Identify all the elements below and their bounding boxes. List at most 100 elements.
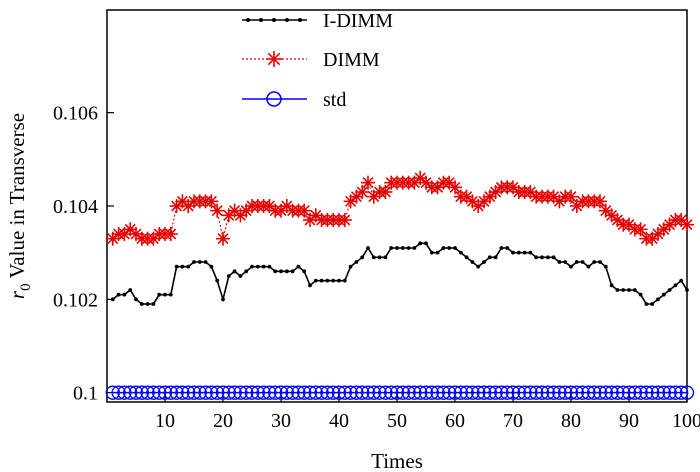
y-axis-title-subscript: 0 — [18, 283, 34, 291]
legend-label-dimm: DIMM — [323, 49, 380, 71]
std-point — [662, 385, 677, 400]
legend-item-std: std — [242, 89, 346, 111]
std-point — [331, 385, 347, 400]
std-point — [389, 385, 405, 400]
i-dimm-point — [603, 264, 608, 269]
y-axis-title: r0 Value in Transverse — [5, 113, 34, 299]
i-dimm-point — [545, 255, 550, 260]
i-dimm-point — [615, 288, 620, 292]
dimm-point — [361, 175, 375, 190]
dimm-point — [355, 185, 370, 199]
i-dimm-point — [180, 264, 185, 269]
std-point — [645, 385, 660, 400]
i-dimm-point — [400, 246, 405, 250]
i-dimm-point — [302, 269, 307, 274]
i-dimm-point — [261, 264, 266, 269]
i-dimm-point — [255, 264, 260, 269]
std-point — [244, 385, 260, 400]
y-tick-label: 0.104 — [53, 196, 98, 218]
i-dimm-point — [267, 264, 272, 269]
i-dimm-point — [325, 278, 330, 283]
std-point — [378, 385, 393, 400]
std-point — [285, 385, 300, 400]
std-point — [563, 385, 579, 400]
std-point — [227, 385, 242, 400]
dimm-point — [413, 171, 428, 185]
std-point — [157, 385, 173, 400]
std-point — [511, 385, 526, 400]
legend-item-i-dimm: I-DIMM — [242, 10, 393, 32]
i-dimm-point — [644, 302, 649, 306]
i-dimm-point — [418, 241, 423, 246]
x-tick-label: 90 — [619, 410, 639, 432]
i-dimm-point — [621, 288, 626, 292]
dimm-point — [297, 203, 312, 218]
y-tick-label: 0.102 — [53, 289, 98, 311]
std-point — [221, 385, 236, 400]
std-point — [233, 385, 248, 400]
std-point — [169, 385, 184, 400]
std-point — [384, 385, 399, 400]
std-point — [494, 385, 509, 400]
dimm-point — [337, 213, 352, 227]
i-dimm-point — [215, 278, 220, 283]
std-point — [604, 385, 619, 400]
std-point — [453, 385, 468, 400]
i-dimm-point — [371, 255, 376, 260]
i-dimm-point — [551, 255, 556, 260]
dimm-line — [112, 177, 688, 240]
std-point — [360, 385, 376, 400]
i-dimm-point — [638, 292, 643, 297]
std-point — [581, 385, 596, 400]
x-tick-label: 70 — [503, 410, 523, 432]
std-point — [668, 385, 683, 400]
dimm-point — [181, 199, 196, 213]
i-dimm-point — [516, 250, 521, 255]
i-dimm-point — [348, 264, 353, 269]
std-point — [546, 385, 561, 400]
i-dimm-point — [435, 250, 440, 255]
std-point — [268, 385, 283, 400]
x-tick-label: 30 — [271, 410, 291, 432]
i-dimm-point — [209, 264, 214, 269]
i-dimm-point — [174, 264, 179, 269]
i-dimm-point — [557, 260, 562, 264]
legend-label-std: std — [323, 89, 346, 111]
i-dimm-point — [331, 278, 336, 283]
std-point — [534, 385, 550, 400]
x-tick-label: 40 — [329, 410, 349, 432]
std-point — [302, 385, 318, 400]
std-point — [337, 385, 352, 400]
std-point — [401, 385, 416, 400]
std-point — [482, 385, 497, 400]
i-dimm-point — [464, 255, 469, 260]
std-point — [198, 385, 213, 400]
std-point — [146, 385, 161, 400]
i-dimm-point — [232, 269, 237, 274]
i-dimm-point — [586, 264, 591, 269]
i-dimm-point — [383, 255, 388, 260]
i-dimm-point — [192, 260, 196, 264]
i-dimm-point — [151, 302, 156, 306]
i-dimm-point — [244, 269, 249, 274]
std-point — [558, 385, 573, 400]
dimm-point — [239, 203, 254, 218]
i-dimm-point — [284, 269, 289, 274]
std-point — [465, 385, 480, 400]
std-point — [273, 385, 289, 400]
i-dimm-point — [412, 246, 417, 250]
std-point — [592, 385, 608, 400]
dimm-point — [349, 189, 364, 204]
std-point — [192, 385, 207, 400]
i-dimm-point — [360, 255, 365, 260]
i-dimm-point — [296, 264, 301, 269]
i-dimm-point — [238, 274, 243, 278]
x-tick-label: 50 — [387, 410, 407, 432]
legend-label-i-dimm: I-DIMM — [323, 10, 393, 32]
dimm-point — [378, 185, 393, 199]
i-dimm-point — [226, 274, 231, 278]
std-point — [598, 385, 613, 400]
legend-item-dimm: DIMM — [242, 49, 380, 71]
std-point — [679, 385, 695, 400]
